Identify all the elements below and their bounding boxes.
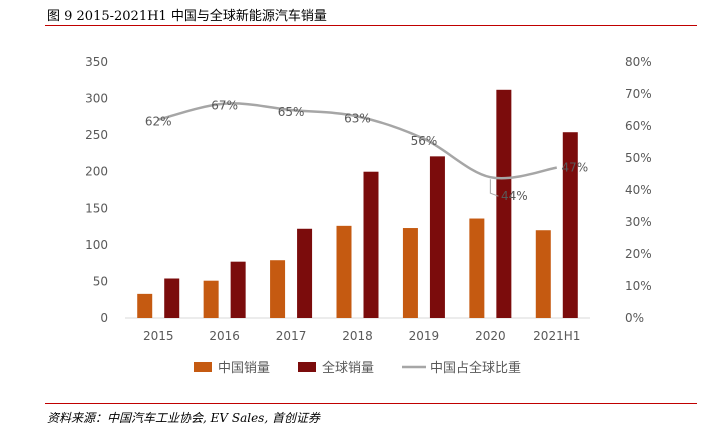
x-tick-label: 2015 xyxy=(143,329,174,343)
legend-china-share-label: 中国占全球比重 xyxy=(430,360,521,376)
share-data-label: 62% xyxy=(145,115,172,129)
line-layer: 62% 67% 65% 63% 56% 44% 47% xyxy=(145,99,588,204)
global-sales-bar xyxy=(429,156,445,318)
legend-global-sales-swatch xyxy=(298,362,316,372)
axes-layer: 0 50 100 150 200 250 300 350 0% 10% 20% 30% 40% 50% 60… xyxy=(85,55,652,343)
china-sales-bar xyxy=(535,230,551,318)
share-data-label: 67% xyxy=(211,99,238,113)
y-right-tick-label: 40% xyxy=(625,183,652,197)
source-note: 资料来源：中国汽车工业协会, EV Sales, 首创证券 xyxy=(47,411,320,425)
title-rule xyxy=(45,25,697,26)
legend: 中国销量 全球销量 中国占全球比重 xyxy=(194,360,521,376)
china-sales-bar xyxy=(203,280,219,318)
y-right-tick-label: 60% xyxy=(625,119,652,133)
y-right-tick-label: 0% xyxy=(625,311,644,325)
global-sales-bar xyxy=(230,261,246,318)
y-right-tick-label: 30% xyxy=(625,215,652,229)
y-left-tick-label: 200 xyxy=(85,165,108,179)
y-right-tick-label: 70% xyxy=(625,87,652,101)
china-sales-bar xyxy=(402,228,418,318)
china-sales-bar xyxy=(469,218,485,318)
y-right-tick-label: 80% xyxy=(625,55,652,69)
share-data-label: 47% xyxy=(561,161,588,175)
china-sales-bar xyxy=(270,260,286,318)
china-sales-bar xyxy=(336,225,352,318)
figure-title: 图 9 2015-2021H1 中国与全球新能源汽车销量 xyxy=(47,9,327,24)
global-sales-bar xyxy=(297,228,313,318)
y-left-tick-label: 350 xyxy=(85,55,108,69)
china-sales-bar xyxy=(137,293,153,318)
y-left-tick-label: 300 xyxy=(85,92,108,106)
y-right-tick-label: 20% xyxy=(625,247,652,261)
x-tick-label: 2016 xyxy=(209,329,240,343)
share-data-label: 65% xyxy=(278,105,305,119)
share-data-label: 44% xyxy=(501,189,528,203)
global-sales-bar xyxy=(363,171,379,318)
bars-layer xyxy=(137,89,578,319)
global-sales-bar xyxy=(496,89,512,319)
share-data-label: 63% xyxy=(344,111,371,125)
y-right-tick-label: 10% xyxy=(625,279,652,293)
legend-china-sales-swatch xyxy=(194,362,212,372)
legend-global-sales-label: 全球销量 xyxy=(322,360,374,376)
y-right-tick-label: 50% xyxy=(625,151,652,165)
global-sales-bar xyxy=(164,278,180,318)
source-rule xyxy=(45,403,697,404)
y-left-tick-label: 0 xyxy=(100,311,108,325)
x-tick-label: 2020 xyxy=(475,329,506,343)
legend-china-sales-label: 中国销量 xyxy=(218,361,270,376)
share-data-label: 56% xyxy=(411,134,438,148)
x-tick-label: 2017 xyxy=(276,329,307,343)
x-tick-label: 2018 xyxy=(342,329,373,343)
y-left-tick-label: 250 xyxy=(85,128,108,142)
share-label-leader xyxy=(489,179,499,197)
china-share-line xyxy=(157,102,558,180)
x-tick-label: 2019 xyxy=(409,329,440,343)
global-sales-bar xyxy=(562,132,578,318)
y-left-tick-label: 50 xyxy=(93,274,108,288)
x-tick-label: 2021H1 xyxy=(533,329,580,343)
y-left-tick-label: 100 xyxy=(85,238,108,252)
y-left-tick-label: 150 xyxy=(85,201,108,215)
